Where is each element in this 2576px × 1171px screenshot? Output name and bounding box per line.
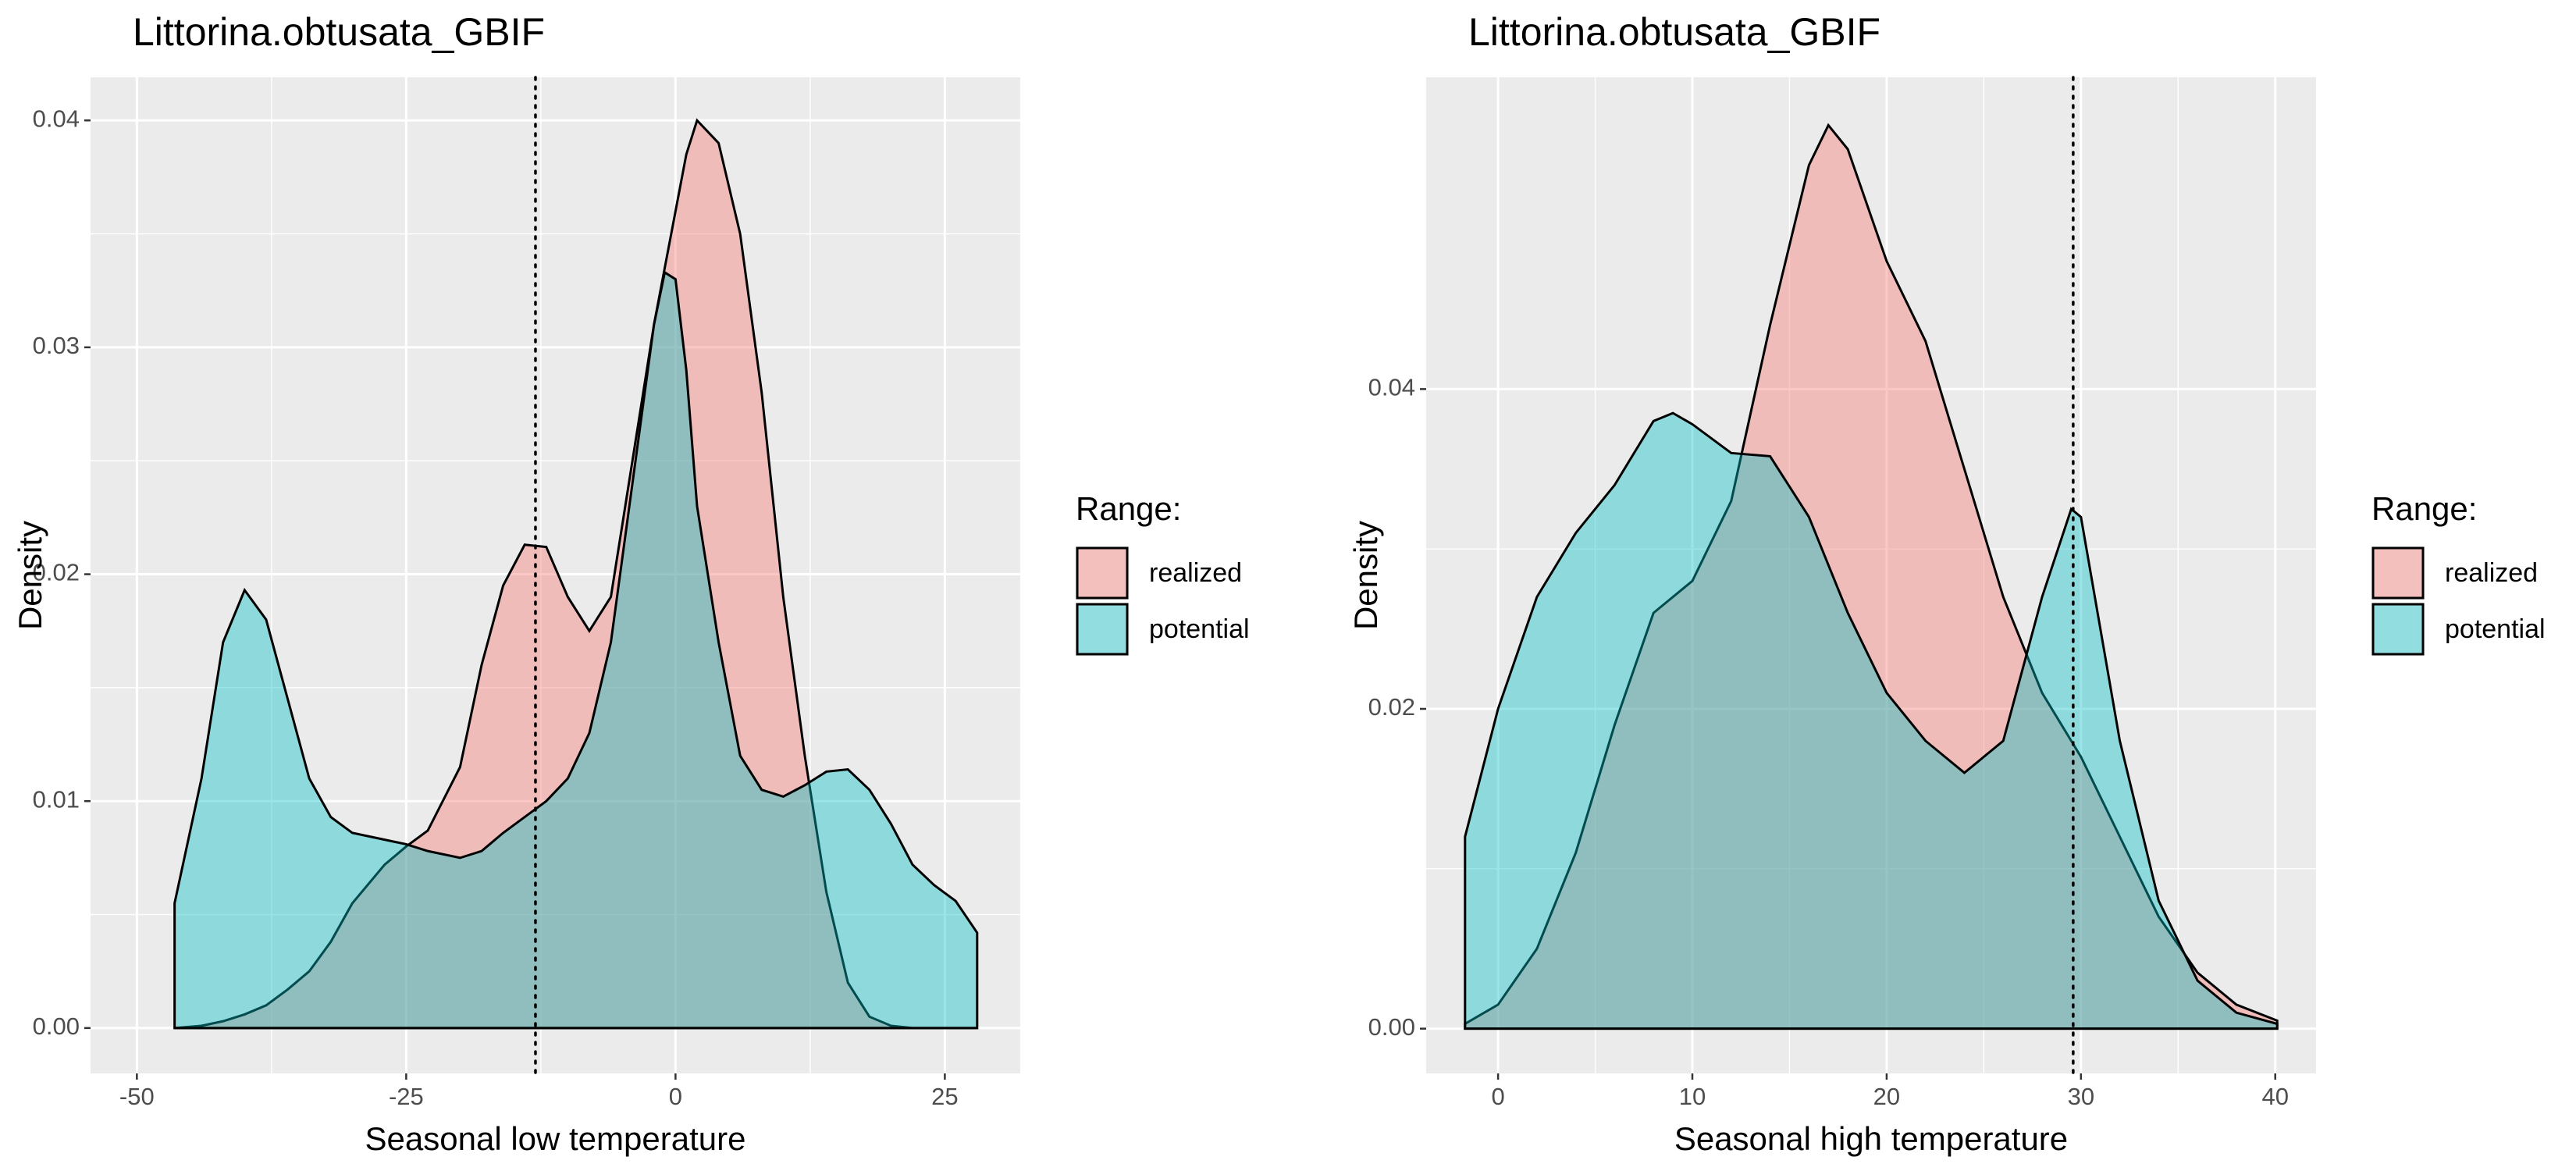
y-tick-label: 0.00 [33,1013,80,1040]
legend-key-bg [1076,546,1129,600]
legend-key [1076,546,1129,600]
x-tick-label: 20 [1873,1083,1900,1110]
density-area [173,270,979,1030]
chart-title: Littorina.obtusata_GBIF [1468,10,1880,54]
y-tick-label: 0.00 [1368,1013,1415,1041]
legend-key-bg [2371,546,2425,600]
x-tick-label: 40 [2261,1083,2288,1110]
x-axis-title: Seasonal low temperature [365,1120,746,1157]
y-tick-label: 0.04 [1368,374,1415,401]
legend-key [2371,546,2425,600]
x-tick-label: -25 [389,1083,424,1110]
x-tick-label: -50 [119,1083,155,1110]
density-area [1464,123,2279,1030]
x-axis-title: Seasonal high temperature [1674,1120,2068,1157]
legend-title: Range: [1076,490,1181,527]
y-tick-label: 0.02 [33,559,80,586]
legend-key [2371,603,2425,656]
y-tick-label: 0.02 [1368,693,1415,721]
legend-label: potential [2445,614,2546,644]
y-axis-title: Density [1347,521,1384,630]
legend-label: realized [1149,558,1242,588]
x-tick-label: 0 [1491,1083,1504,1110]
x-tick-label: 25 [931,1083,958,1110]
legend-key-bg [1076,603,1129,656]
chart-title: Littorina.obtusata_GBIF [133,10,545,54]
x-tick-label: 30 [2068,1083,2094,1110]
y-axis-title: Density [12,521,48,630]
panel-background [1426,77,2316,1073]
legend-key [1076,603,1129,656]
x-tick-label: 10 [1679,1083,1706,1110]
legend-title: Range: [2371,490,2477,527]
y-tick-label: 0.01 [33,785,80,813]
y-tick-label: 0.04 [33,105,80,132]
y-tick-label: 0.03 [33,332,80,359]
density-area [174,118,977,1030]
x-tick-label: 0 [669,1083,682,1110]
legend-key-bg [2371,603,2425,656]
legend-label: realized [2445,558,2538,588]
legend-label: potential [1149,614,1250,644]
